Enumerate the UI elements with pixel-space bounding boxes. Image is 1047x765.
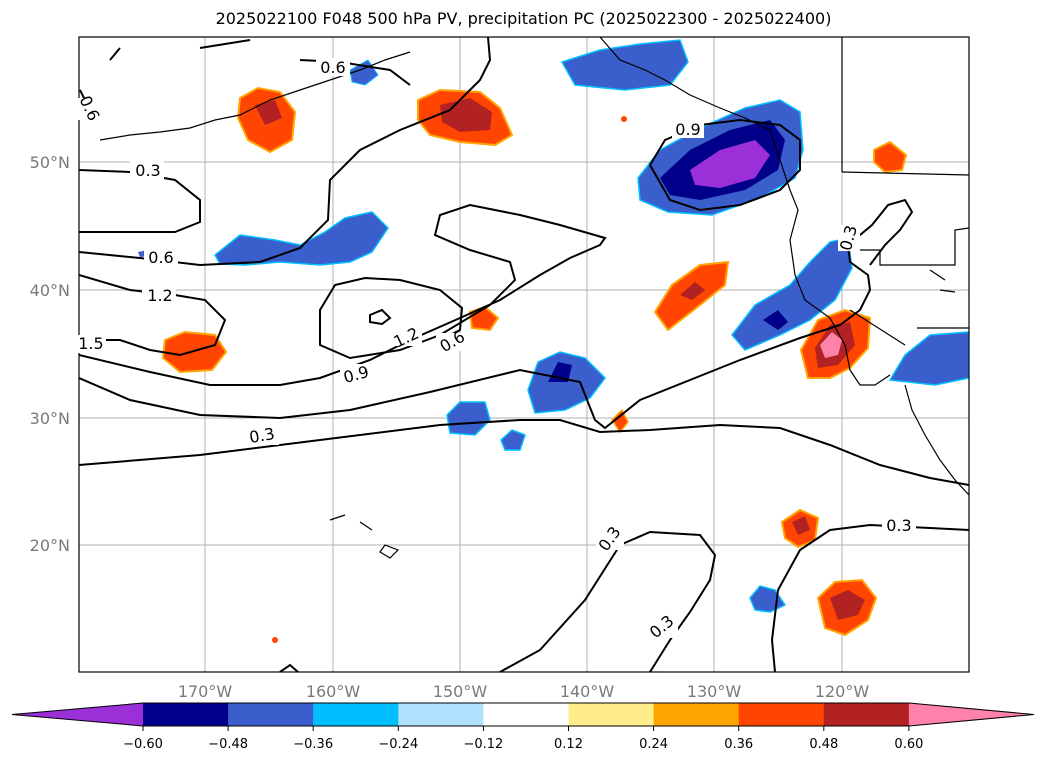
colorbar-ticks: −0.60 −0.48 −0.36 −0.24 −0.12 0.12 0.24 0.36 0.4… [123, 726, 923, 752]
colorbar-segment [823, 703, 910, 726]
lon-label-170w: 170°W [178, 682, 233, 701]
colorbar-segment [653, 703, 740, 726]
lon-label-150w: 150°W [433, 682, 488, 701]
lon-label-120w: 120°W [815, 682, 870, 701]
colorbar-segment [313, 703, 399, 726]
lat-labels: 50°N 40°N 30°N 20°N [30, 153, 70, 555]
colorbar-tick-label: −0.36 [293, 737, 333, 752]
colorbar [11, 702, 1035, 727]
lat-label-30n: 30°N [30, 409, 70, 428]
colorbar-tick-label: −0.60 [123, 737, 163, 752]
contour-label: 0.6 [148, 248, 173, 267]
pv-contours [79, 37, 969, 672]
colorbar-extend-low [12, 703, 143, 726]
colorbar-segment [738, 703, 825, 726]
colorbar-tick-label: −0.48 [208, 737, 248, 752]
lon-label-130w: 130°W [687, 682, 742, 701]
map-frame [78, 36, 970, 673]
colorbar-tick-label: 0.12 [554, 737, 583, 752]
colorbar-segment [568, 703, 655, 726]
colorbar-segment [483, 703, 569, 726]
contour-label: 0.9 [675, 120, 700, 139]
colorbar-tick-label: 0.24 [639, 737, 668, 752]
colorbar-tick-label: 0.48 [809, 737, 838, 752]
colorbar-segment [143, 703, 229, 726]
lat-label-20n: 20°N [30, 536, 70, 555]
colorbar-extend-high [908, 703, 1034, 726]
lat-label-50n: 50°N [30, 153, 70, 172]
contour-label: 1.2 [147, 286, 172, 305]
contour-label: 1.5 [78, 334, 103, 353]
precipitation-shading [138, 39, 969, 643]
lon-labels: 170°W 160°W 150°W 140°W 130°W 120°W [178, 682, 870, 701]
contour-label: 0.3 [886, 516, 911, 535]
lon-label-140w: 140°W [560, 682, 615, 701]
coastlines [99, 37, 969, 559]
colorbar-tick-label: 0.60 [894, 737, 923, 752]
colorbar-segment [398, 703, 484, 726]
lat-label-40n: 40°N [30, 281, 70, 300]
contour-label: 0.3 [248, 424, 276, 447]
lon-label-160w: 160°W [306, 682, 361, 701]
contour-label: 0.3 [135, 161, 160, 180]
contour-label: 0.6 [320, 58, 345, 77]
colorbar-tick-label: −0.12 [463, 737, 503, 752]
colorbar-tick-label: 0.36 [724, 737, 753, 752]
colorbar-segment [228, 703, 314, 726]
colorbar-tick-label: −0.24 [378, 737, 418, 752]
map-title: 2025022100 F048 500 hPa PV, precipitatio… [215, 9, 832, 28]
